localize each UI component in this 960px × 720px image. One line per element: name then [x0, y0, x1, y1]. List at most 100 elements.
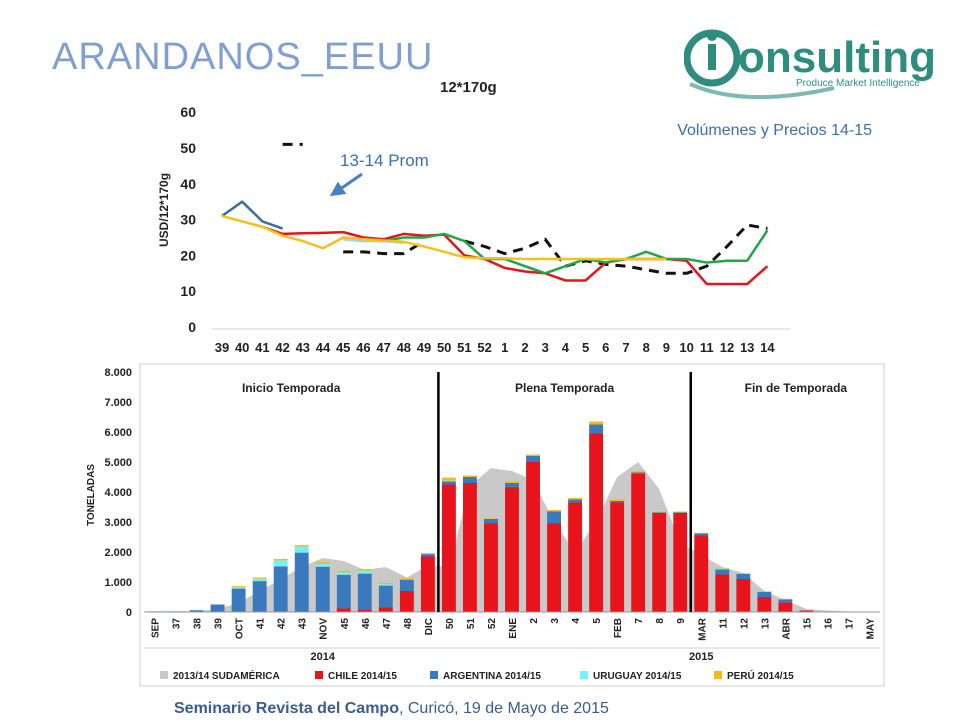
x-tick-label: 6 — [602, 340, 609, 355]
series-line-4 — [343, 229, 769, 275]
bar-x-tick-label: 37 — [172, 618, 183, 630]
bar-x-tick-label: 3 — [550, 618, 561, 624]
x-tick-label: 45 — [336, 340, 350, 355]
legend-label: 2013/14 SUDAMÉRICA — [173, 669, 280, 682]
bar-argentina — [610, 501, 625, 503]
legend-label: ARGENTINA 2014/15 — [443, 671, 541, 682]
bar-peru — [252, 577, 267, 579]
bar-argentina — [736, 573, 751, 579]
year-label: 2014 — [311, 651, 336, 663]
bar-y-axis-label: TONELADAS — [86, 464, 97, 526]
series-annotation: Volúmenes y Precios 14-15 — [677, 122, 872, 139]
bar-x-tick-label: MAR — [697, 617, 708, 641]
bar-peru — [378, 582, 393, 585]
bar-chile — [757, 597, 772, 612]
bar-argentina — [463, 477, 477, 483]
bar-x-tick-label: 41 — [256, 618, 267, 630]
bar-peru — [673, 511, 688, 513]
legend-label: URUGUAY 2014/15 — [593, 671, 682, 682]
series-line-2 — [221, 200, 284, 230]
bar-x-tick-label: 47 — [382, 618, 393, 630]
bar-peru — [484, 518, 498, 519]
bar-chile — [336, 608, 351, 612]
x-tick-label: 51 — [457, 340, 471, 355]
arrow-annotation: 13-14 Prom — [340, 151, 429, 170]
x-tick-label: 11 — [700, 340, 714, 355]
bar-peru — [568, 498, 583, 500]
bar-argentina — [189, 610, 204, 612]
x-tick-label: 14 — [760, 340, 775, 355]
legend-swatch — [315, 671, 323, 679]
y-tick-label: 30 — [180, 212, 196, 228]
bar-argentina — [778, 599, 793, 603]
bar-x-tick-label: 17 — [844, 618, 855, 630]
legend-swatch — [160, 671, 168, 679]
y-tick-label: 60 — [180, 104, 196, 120]
bar-chile — [631, 474, 646, 612]
bar-x-tick-label: 4 — [571, 618, 582, 624]
year-label: 2015 — [689, 651, 713, 663]
legend-swatch — [430, 671, 438, 679]
bar-chile — [399, 591, 414, 612]
bar-argentina — [694, 533, 709, 536]
x-tick-label: 52 — [477, 340, 491, 355]
bar-peru — [315, 562, 330, 564]
bar-chile — [526, 462, 540, 612]
bar-y-tick-label: 1.000 — [104, 577, 132, 589]
bar-x-tick-label: ENE — [508, 618, 519, 639]
bar-chile — [736, 579, 751, 612]
bar-uruguay — [378, 584, 393, 586]
x-tick-label: 44 — [316, 340, 331, 355]
bar-peru — [505, 481, 519, 483]
series-line-1 — [464, 223, 768, 275]
bar-chile — [378, 607, 393, 612]
bar-y-tick-label: 6.000 — [104, 427, 132, 439]
bar-chile — [673, 513, 688, 612]
bar-chile — [778, 602, 793, 612]
y-tick-label: 40 — [180, 176, 196, 192]
bar-uruguay — [231, 586, 246, 589]
season-label: Inicio Temporada — [242, 381, 341, 395]
x-tick-label: 46 — [356, 340, 370, 355]
legend-label: PERÚ 2014/15 — [727, 669, 794, 682]
legend-swatch — [714, 671, 722, 679]
footer-bold: Seminario Revista del Campo — [174, 700, 399, 717]
bar-peru — [631, 471, 646, 473]
bar-chile — [652, 513, 667, 612]
bar-y-tick-label: 5.000 — [104, 457, 132, 469]
bar-chile — [568, 502, 583, 612]
x-tick-label: 42 — [275, 340, 289, 355]
x-tick-label: 12 — [720, 340, 734, 355]
bar-peru — [652, 511, 667, 513]
bar-argentina — [441, 481, 456, 485]
bar-argentina — [715, 569, 730, 575]
bar-argentina — [294, 552, 309, 612]
x-tick-label: 41 — [255, 340, 269, 355]
x-tick-label: 49 — [417, 340, 431, 355]
bar-argentina — [589, 424, 604, 434]
bar-argentina — [210, 604, 225, 612]
x-tick-label: 2 — [521, 340, 528, 355]
bar-chile — [505, 487, 519, 612]
bar-argentina — [526, 456, 540, 462]
bar-peru — [294, 545, 309, 547]
logo-brand: onsulting — [738, 33, 936, 82]
logo-tagline: Produce Market Intelligence — [796, 78, 920, 89]
bar-x-tick-label: 38 — [193, 618, 204, 630]
series-line-3 — [261, 225, 769, 286]
bar-peru — [778, 598, 793, 600]
bar-peru — [694, 532, 709, 534]
bar-argentina — [336, 574, 351, 609]
bar-peru — [231, 585, 246, 587]
bar-x-tick-label: ABR — [781, 617, 792, 639]
bar-peru — [715, 567, 730, 569]
bar-y-tick-label: 3.000 — [104, 517, 132, 529]
bar-peru — [273, 558, 288, 561]
consulting-logo: onsulting Produce Market Intelligence — [684, 29, 936, 100]
bar-argentina — [757, 591, 772, 597]
bar-argentina — [547, 511, 561, 524]
x-tick-label: 9 — [663, 340, 670, 355]
bar-x-tick-label: NOV — [319, 618, 330, 640]
bar-chile — [610, 502, 625, 612]
x-tick-label: 48 — [397, 340, 411, 355]
